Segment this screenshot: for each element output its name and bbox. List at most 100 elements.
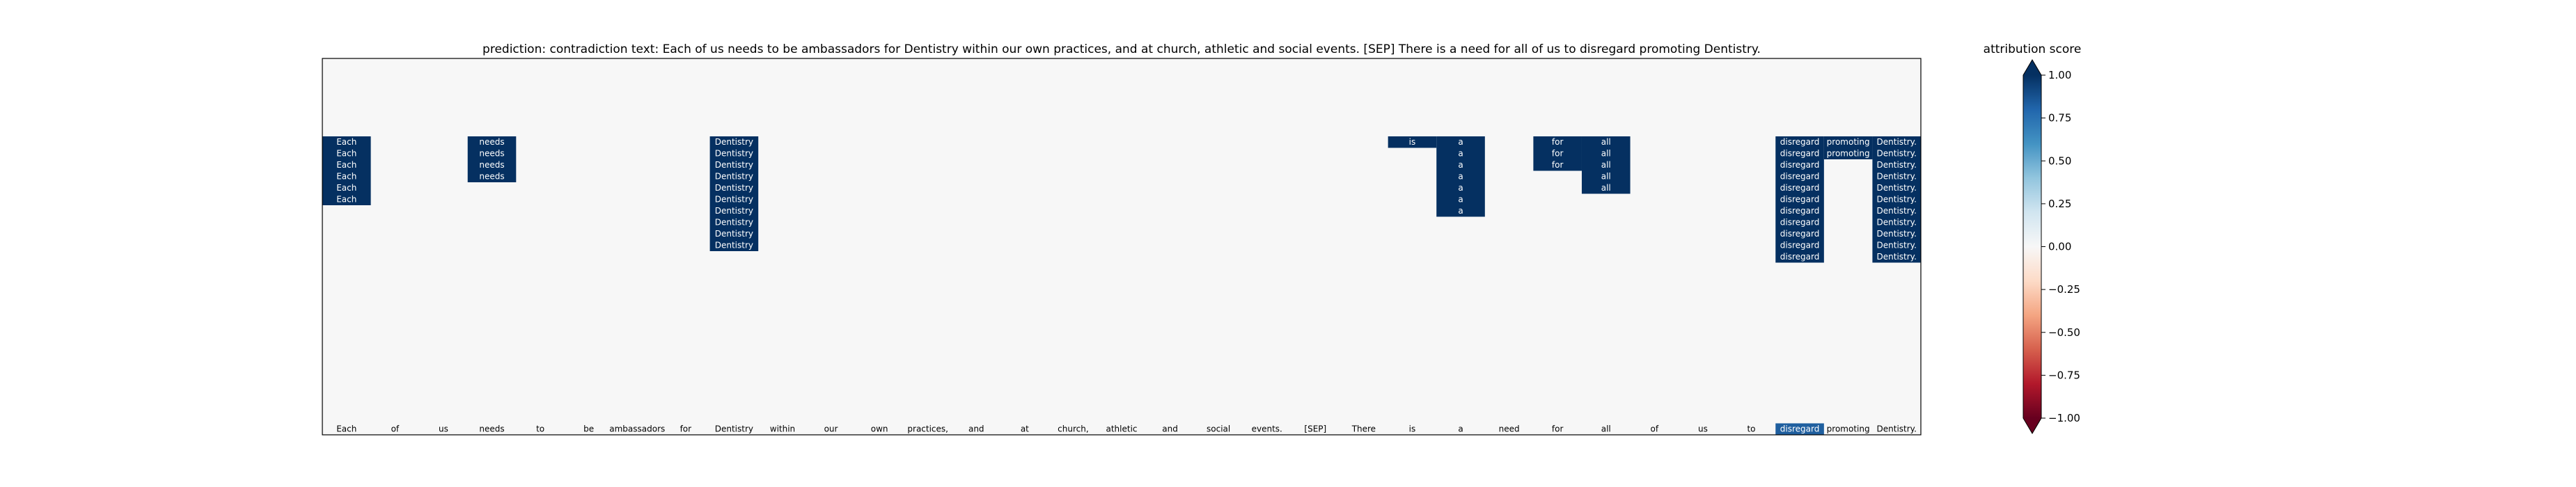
cell-token-label: a	[1458, 137, 1463, 147]
colorbar-tick-label: 0.50	[2048, 154, 2071, 167]
cell-token-label: disregard	[1780, 252, 1820, 262]
cell-token-label: a	[1458, 183, 1463, 193]
token-label: events.	[1252, 424, 1282, 433]
heatmap-cell	[1775, 170, 1824, 182]
token-label: and	[968, 424, 984, 433]
cell-token-label: disregard	[1780, 183, 1820, 193]
cell-token-label: Dentistry.	[1877, 137, 1917, 147]
cell-token-label: Each	[336, 171, 356, 181]
cell-token-label: promoting	[1827, 137, 1870, 147]
cell-token-label: needs	[479, 160, 504, 170]
colorbar-tick-label: 0.00	[2048, 241, 2071, 253]
token-label: Dentistry.	[1877, 424, 1917, 433]
cell-token-label: Dentistry	[715, 160, 753, 170]
cell-token-label: Dentistry	[715, 194, 753, 204]
cell-token-label: disregard	[1780, 171, 1820, 181]
cell-token-label: Dentistry.	[1877, 160, 1917, 170]
token-label: disregard	[1780, 424, 1820, 433]
heatmap-cell	[1775, 193, 1824, 205]
heatmap-cell	[1581, 182, 1631, 194]
heatmap-cell	[322, 193, 371, 205]
heatmap-cell	[709, 205, 759, 217]
cell-token-label: disregard	[1780, 206, 1820, 216]
heatmap-cell	[1775, 136, 1824, 148]
token-label: our	[824, 424, 838, 433]
cell-token-label: Each	[336, 160, 356, 170]
heatmap-cell	[1872, 239, 1921, 251]
cell-token-label: Each	[336, 194, 356, 204]
heatmap-background	[322, 58, 1921, 435]
cell-token-label: a	[1458, 206, 1463, 216]
token-label: for	[680, 424, 692, 433]
heatmap-cell	[1581, 147, 1631, 159]
token-label: Each	[336, 424, 356, 433]
token-label: at	[1021, 424, 1029, 433]
token-label: There	[1351, 424, 1376, 433]
colorbar-tick-label: −0.50	[2048, 326, 2080, 339]
cell-token-label: for	[1552, 148, 1564, 158]
colorbar-tick-label: 0.25	[2048, 198, 2071, 210]
heatmap-cell	[1775, 182, 1824, 194]
heatmap-cell	[1775, 216, 1824, 228]
heatmap-cell	[1533, 147, 1582, 159]
heatmap-cell	[1436, 147, 1485, 159]
cell-token-label: Dentistry	[715, 148, 753, 158]
heatmap-cell	[1872, 136, 1921, 148]
cell-token-label: Dentistry.	[1877, 194, 1917, 204]
token-label: [SEP]	[1304, 424, 1326, 433]
cell-token-label: a	[1458, 148, 1463, 158]
cell-token-label: is	[1409, 137, 1416, 147]
cell-token-label: disregard	[1780, 217, 1820, 227]
colorbar-label: attribution score	[1984, 42, 2082, 56]
token-label: to	[536, 424, 544, 433]
token-label: own	[871, 424, 888, 433]
heatmap-cell	[1436, 136, 1485, 148]
cell-token-label: Dentistry.	[1877, 217, 1917, 227]
cell-token-label: Dentistry	[715, 206, 753, 216]
heatmap-cell	[1388, 136, 1437, 148]
colorbar-tick-label: 0.75	[2048, 112, 2071, 125]
heatmap-cell	[709, 228, 759, 240]
token-label: Dentistry	[715, 424, 753, 433]
heatmap-cell	[1581, 159, 1631, 171]
heatmap-cell	[322, 182, 371, 194]
cell-token-label: Dentistry	[715, 217, 753, 227]
heatmap-cell	[709, 193, 759, 205]
heatmap-cell	[1775, 159, 1824, 171]
heatmap-cell	[322, 170, 371, 182]
heatmap-cell	[322, 136, 371, 148]
heatmap-cell	[1775, 239, 1824, 251]
heatmap-cell	[1872, 228, 1921, 240]
heatmap-cell	[1872, 159, 1921, 171]
token-label: a	[1458, 424, 1463, 433]
heatmap-cell	[1872, 251, 1921, 263]
heatmap-cell	[1872, 182, 1921, 194]
cell-token-label: disregard	[1780, 160, 1820, 170]
heatmap-frame	[322, 58, 1922, 436]
cell-token-label: for	[1552, 160, 1564, 170]
cell-token-label: Dentistry.	[1877, 206, 1917, 216]
token-label: of	[1651, 424, 1659, 433]
cell-token-label: disregard	[1780, 194, 1820, 204]
chart-title: prediction: contradiction text: Each of …	[482, 42, 1761, 56]
heatmap-cell	[709, 216, 759, 228]
heatmap-cell	[709, 136, 759, 148]
heatmap-cell	[709, 147, 759, 159]
cell-token-label: a	[1458, 194, 1463, 204]
cell-token-label: a	[1458, 171, 1463, 181]
token-label: church,	[1058, 424, 1089, 433]
cell-token-label: Dentistry.	[1877, 171, 1917, 181]
token-label: to	[1747, 424, 1755, 433]
token-label: be	[583, 424, 594, 433]
cell-token-label: Each	[336, 148, 356, 158]
token-label: promoting	[1827, 424, 1870, 433]
token-label: us	[1698, 424, 1708, 433]
cell-token-label: disregard	[1780, 240, 1820, 250]
token-label: social	[1207, 424, 1230, 433]
cell-token-label: needs	[479, 148, 504, 158]
heatmap-cell	[467, 170, 517, 182]
cell-token-label: all	[1601, 137, 1611, 147]
cell-token-label: Dentistry.	[1877, 148, 1917, 158]
token-label: athletic	[1106, 424, 1137, 433]
heatmap-cell	[1872, 193, 1921, 205]
